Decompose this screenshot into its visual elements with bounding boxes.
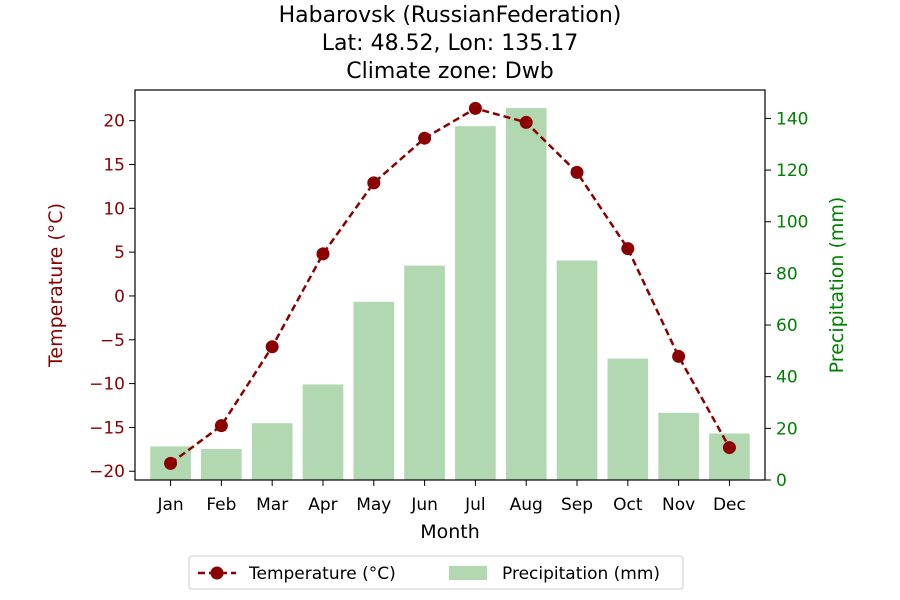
temperature-point-sep [570,165,584,179]
temperature-tick-label: −5 [100,331,125,351]
month-tick-label: Jul [464,495,486,515]
temperature-tick-label: 5 [114,243,125,263]
temperature-tick-label: 10 [103,199,125,219]
legend-precipitation-swatch [449,566,487,580]
precipitation-bar-dec [709,433,750,480]
temperature-point-dec [722,441,736,455]
month-tick-label: Feb [206,495,236,515]
plot-area-frame [134,89,766,481]
chart-title-line-2: Lat: 48.52, Lon: 135.17 [322,31,578,56]
precipitation-bar-sep [556,260,598,480]
precipitation-bar-mar [251,423,293,480]
temperature-point-jan [164,456,178,470]
precipitation-bar-feb [201,449,242,480]
chart-title-line-3: Climate zone: Dwb [346,59,553,84]
precipitation-bar-jul [455,126,496,481]
precipitation-bar-oct [607,358,649,480]
precipitation-tick-label: 20 [776,419,798,439]
precipitation-bar-jun [404,265,445,480]
month-axis: Jan Feb Mar Apr May Jun Jul Aug Sep Oct Nov Dec [156,480,746,515]
precipitation-tick-label: 80 [776,264,798,284]
chart-title-line-1: Habarovsk (RussianFederation) [279,3,622,28]
temperature-point-aug [519,115,533,129]
left-y-axis-label: Temperature (°C) [45,203,67,368]
chart-title: Habarovsk (RussianFederation) Lat: 48.52… [279,3,622,84]
legend-temperature-label: Temperature (°C) [248,564,396,584]
precipitation-tick-label: 40 [776,368,798,388]
temperature-point-apr [316,247,330,261]
temperature-tick-label: 15 [103,155,125,175]
month-tick-label: Sep [561,495,593,515]
precipitation-tick-label: 100 [776,213,808,233]
temperature-point-feb [214,419,228,433]
temperature-tick-label: 0 [114,287,125,307]
month-tick-label: Jun [410,495,438,515]
month-tick-label: May [356,495,391,515]
precipitation-tick-label: 140 [776,109,808,129]
precipitation-bar-apr [302,384,344,480]
legend: Temperature (°C) Precipitation (mm) [188,555,684,590]
month-tick-label: Aug [510,495,543,515]
temperature-point-may [367,176,381,190]
temperature-tick-label: −10 [89,375,125,395]
temperature-line-layer [164,101,736,470]
temperature-point-jun [418,131,432,145]
month-tick-label: Oct [613,495,643,515]
legend-precipitation-label: Precipitation (mm) [502,564,660,584]
month-tick-label: Apr [308,495,337,515]
temperature-axis: −20 −15 −10 −5 0 5 10 15 20 [89,112,135,482]
temperature-tick-label: 20 [103,112,125,132]
temperature-point-oct [621,242,635,256]
x-axis-label: Month [420,521,480,543]
month-tick-label: Mar [256,495,288,515]
month-tick-label: Dec [713,495,746,515]
precipitation-bar-nov [658,412,699,480]
temperature-point-nov [672,349,686,363]
right-y-axis-label: Precipitation (mm) [826,197,848,374]
precipitation-tick-label: 120 [776,161,808,181]
precipitation-tick-label: 0 [776,471,787,491]
precipitation-bar-aug [505,108,547,480]
legend-temperature-marker [210,566,224,580]
temperature-point-mar [265,340,279,354]
temperature-tick-label: −15 [89,418,125,438]
precipitation-bar-may [353,301,395,480]
precipitation-tick-label: 60 [776,316,798,336]
month-tick-label: Nov [662,495,695,515]
month-tick-label: Jan [156,495,183,515]
precipitation-axis: 0 20 40 60 80 100 120 140 [765,109,808,491]
temperature-tick-label: −20 [89,462,125,482]
precipitation-bars [150,108,750,481]
temperature-point-jul [468,101,482,115]
legend-frame [188,555,684,590]
